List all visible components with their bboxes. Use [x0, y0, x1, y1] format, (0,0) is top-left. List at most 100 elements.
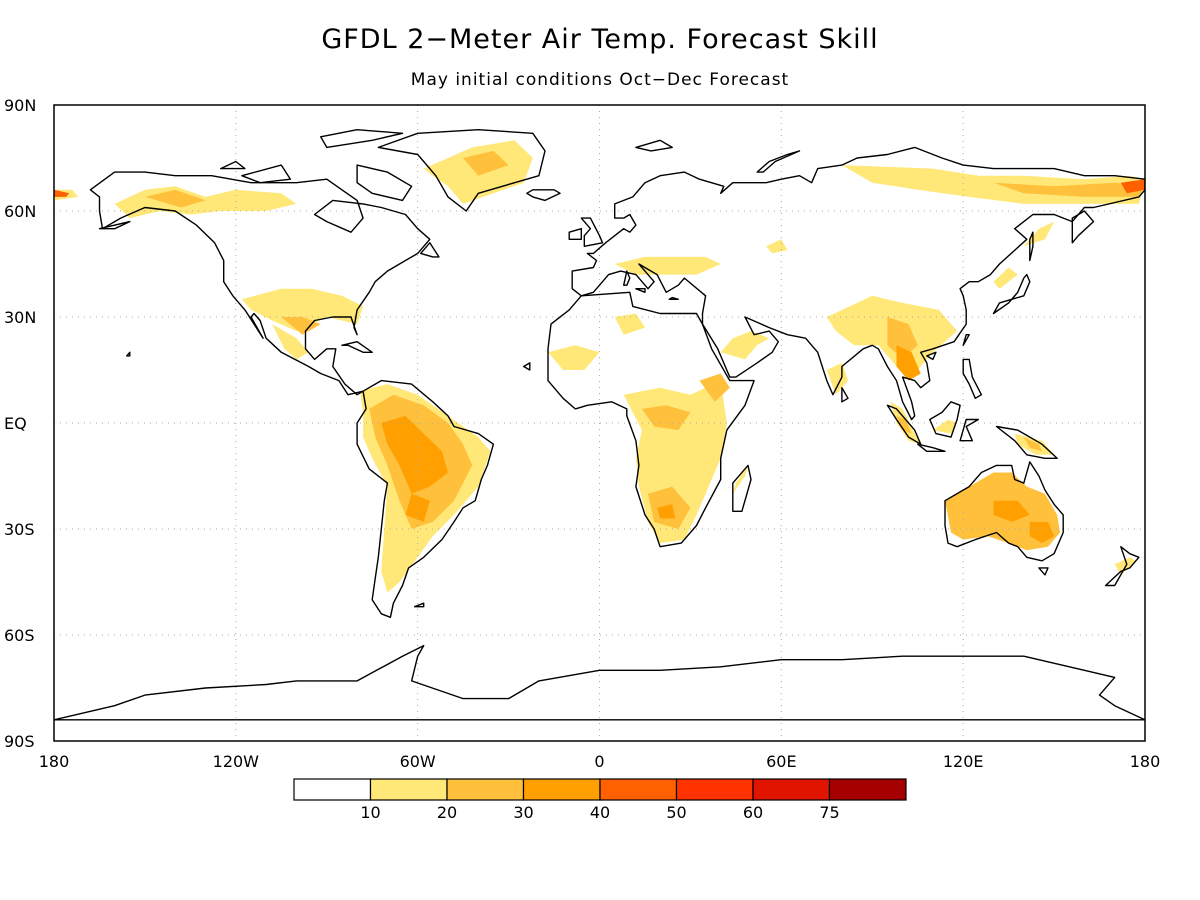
coastline-sakhalin	[1029, 231, 1034, 262]
coastline-java	[917, 443, 946, 452]
coastline-baffin-island	[356, 164, 413, 202]
coastline-australia	[944, 461, 1064, 562]
coastline-north-america	[89, 171, 431, 396]
lon-label-2: 60W	[400, 752, 436, 771]
coastline-ireland	[568, 227, 582, 241]
lat-label-60s: 60S	[4, 626, 35, 645]
colorbar: 10 20 30 40 50 60 75	[293, 778, 907, 822]
skill-region-12	[614, 313, 645, 335]
colorbar-swatch-4	[599, 778, 678, 801]
lon-label-6: 180	[1130, 752, 1161, 771]
colorbar-swatch-1	[369, 778, 448, 801]
coastline-banks-island	[219, 160, 246, 170]
coastline-victoria-island	[241, 164, 292, 184]
skill-region-32	[1029, 521, 1055, 544]
skill-region-14	[641, 405, 691, 431]
coastline-greenland	[377, 128, 546, 212]
chart-title: GFDL 2−Meter Air Temp. Forecast Skill	[321, 24, 879, 55]
colorbar-label-20: 20	[437, 803, 457, 822]
lon-label-3: 0	[594, 752, 604, 771]
colorbar-label-50: 50	[666, 803, 686, 822]
skill-region-36	[1023, 221, 1055, 247]
skill-region-3	[463, 150, 509, 176]
skill-region-22	[887, 317, 918, 360]
skill-region-37	[993, 267, 1018, 289]
coastline-new-guinea	[995, 425, 1058, 459]
coastline-ellesmere-island	[320, 128, 404, 149]
graticule	[54, 105, 1145, 741]
skill-region-29	[1023, 437, 1042, 452]
skill-region-4	[241, 288, 364, 332]
coastline-kamchatka	[1071, 210, 1095, 244]
skill-region-18	[732, 465, 748, 494]
colorbar-label-60: 60	[743, 803, 763, 822]
lat-label-30n: 30N	[4, 308, 36, 327]
coastline-borneo	[929, 401, 961, 438]
coastline-sicily	[635, 288, 646, 293]
skill-shading-layer	[54, 140, 1145, 593]
skill-region-11	[548, 345, 600, 370]
skill-region-9	[381, 415, 448, 494]
lat-label-60n: 60N	[4, 202, 36, 221]
skill-region-40	[54, 189, 70, 197]
colorbar-label-75: 75	[819, 803, 839, 822]
colorbar-label-40: 40	[590, 803, 610, 822]
skill-region-38	[766, 239, 788, 254]
lon-label-4: 60E	[766, 752, 796, 771]
coastline-novaya-zemlya	[756, 150, 801, 173]
skill-region-31	[993, 500, 1030, 522]
plot-frame	[53, 104, 1146, 742]
chart-subtitle: May initial conditions Oct−Dec Forecast	[410, 70, 790, 90]
lon-label-1: 120W	[213, 752, 260, 771]
lat-label-eq: EQ	[4, 414, 27, 433]
colorbar-swatch-7	[828, 778, 907, 801]
colorbar-swatch-0	[293, 778, 372, 801]
colorbar-label-30: 30	[513, 803, 533, 822]
lat-label-30s: 30S	[4, 520, 35, 539]
coastline-crete	[668, 296, 679, 300]
skill-region-26	[896, 415, 912, 434]
coastline-africa	[547, 291, 755, 548]
skill-region-24	[826, 362, 848, 395]
coastline-new-zealand	[1104, 546, 1140, 587]
coastline-cuba	[341, 341, 373, 353]
lon-label-5: 120E	[943, 752, 984, 771]
coastline-falklands	[413, 602, 425, 608]
coastline-svalbard	[635, 139, 673, 152]
coastline-eurasia	[571, 146, 1145, 421]
coastline-british-isles	[580, 217, 604, 248]
coastline-south-america	[356, 379, 495, 618]
coastline-newfoundland	[420, 242, 440, 258]
lon-label-0: 180	[39, 752, 70, 771]
coastline-alaska-peninsula	[98, 220, 131, 230]
skill-region-34	[993, 182, 1145, 197]
coastline-tasmania	[1038, 567, 1049, 576]
coastline-sardinia-corsica	[623, 270, 631, 286]
lat-label-90n: 90N	[4, 96, 36, 115]
skill-region-13	[623, 380, 727, 544]
coastline-hainan	[926, 351, 937, 361]
latitude-labels: 90N 60N 30N EQ 30S 60S 90S	[4, 96, 36, 751]
coastline-philippines	[962, 358, 983, 399]
lat-label-90s: 90S	[4, 732, 35, 751]
coastline-hawaii	[125, 351, 131, 357]
longitude-labels: 180 120W 60W 0 60E 120E 180	[39, 752, 1161, 771]
coastline-antarctica	[54, 644, 1145, 721]
skill-region-23	[896, 345, 921, 381]
coastline-taiwan	[962, 334, 970, 346]
coastline-sri-lanka	[841, 387, 849, 403]
skill-region-6	[281, 317, 321, 335]
skill-region-20	[614, 256, 721, 275]
colorbar-swatch-2	[446, 778, 525, 801]
skill-region-0	[114, 186, 297, 219]
colorbar-label-10: 10	[360, 803, 380, 822]
skill-region-27	[932, 419, 958, 434]
coastline-japan	[992, 273, 1031, 315]
coastline-sulawesi	[959, 418, 979, 442]
coastline-iceland	[526, 189, 561, 202]
coastline-cape-verde	[523, 362, 531, 371]
coastline-madagascar	[732, 464, 752, 512]
colorbar-swatch-3	[522, 778, 601, 801]
skill-region-35	[1120, 179, 1145, 194]
